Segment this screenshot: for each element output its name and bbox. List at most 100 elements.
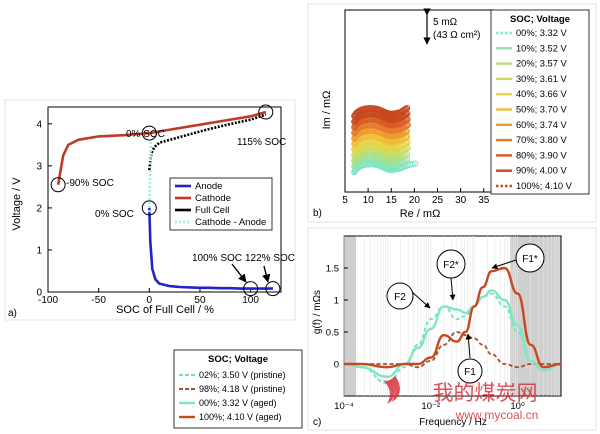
callout-f1-label: F1 [464,367,476,378]
marker-circle-0soc-top [141,125,157,141]
panel-b-ticks: 5 10 15 20 25 30 35 [342,188,490,206]
panel-c: 0 0.5 1 1.5 10⁻⁴ 10⁻² 10⁰ g(f) / mΩs Frequency… [307,227,597,431]
legend-label-cathode-anode: Cathode - Anode [195,217,266,228]
series-02-pristine [343,292,562,385]
annotation-122soc: 122% SOC [245,253,295,264]
panel-a-axes [47,106,282,293]
legend-label-anode: Anode [195,181,222,192]
callout-f1star-circle [515,243,545,273]
x-tick-label: 10⁻⁴ [334,401,354,412]
spectrum-soc-100 [351,104,411,120]
scale-bar-sublabel: (43 Ω cm²) [433,30,480,41]
watermark-text: 我的煤炭网 [433,382,538,405]
panel-b-legend-title: SOC; Voltage [510,14,570,25]
panel-a-ylabel: Voltage / V [11,177,23,231]
legend-label-02-pristine: 02%; 3.50 V (pristine) [199,370,286,380]
panel-b-label: b) [313,208,322,219]
annotation-m90soc: -90% SOC [66,178,114,189]
y-tick-label: 0 [36,288,42,299]
panel-a-xlabel: SOC of Full Cell / % [116,304,214,316]
x-tick-label: 0 [147,295,153,306]
legend-label: 20%; 3.57 V [516,59,567,69]
callout-f2-circle [386,282,414,310]
panel-c-legend: SOC; Voltage 02%; 3.50 V (pristine) 98%;… [173,349,303,429]
marker-circle-0soc-bottom [141,200,157,216]
series-cathode-anode [148,140,153,213]
x-tick-label: 10 [363,195,375,206]
panel-c-xlabel: Frequency / Hz [419,417,487,428]
legend-label-98-pristine: 98%; 4.18 V (pristine) [199,384,286,394]
legend-label: 30%; 3.61 V [516,74,567,84]
marker-circle-122soc [265,281,281,297]
legend-label: 100%; 4.10 V [516,181,573,191]
x-tick-label: 5 [342,195,348,206]
y-tick-label: 1 [36,245,42,256]
x-tick-label: 10⁰ [510,401,525,412]
x-tick-label: -50 [91,295,106,306]
legend-label: 10%; 3.52 V [516,43,567,53]
callout-f1star-label: F1* [522,254,538,265]
callout-f1-circle [457,358,483,384]
watermark: 我的煤炭网 www.mycoal.cn [383,376,538,422]
legend-label-cathode: Cathode [195,193,231,204]
panel-c-legend-box [173,349,303,429]
panel-c-legend-title: SOC; Voltage [208,354,268,365]
grey-band-low [344,236,356,396]
panel-a-label: a) [8,308,17,319]
legend-label: 60%; 3.74 V [516,120,567,130]
legend-label: 90%; 4.00 V [516,166,567,176]
panel-b-legend-items: 00%; 3.32 V 10%; 3.52 V 20%; 3.57 V 30%; 3.… [496,28,573,191]
x-tick-label: -100 [38,295,58,306]
callout-f2-arrow [411,291,431,309]
callout-f2-label: F2 [394,292,406,303]
data-point [411,160,419,167]
flame-logo-icon [383,376,400,404]
y-tick-label: 1 [334,296,339,307]
panel-b-xlabel: Re / mΩ [400,208,441,220]
series-anode [148,207,273,290]
legend-label-00-aged: 00%; 3.32 V (aged) [199,398,277,408]
panel-b-legend: SOC; Voltage 00%; 3.32 V 10%; 3.52 V 20%; … [490,9,590,195]
y-tick-label: 0 [334,360,339,371]
annotation-0soc-bottom: 0% SOC [95,209,134,220]
series-cathode [56,110,267,186]
panel-b-spectra [351,104,419,176]
legend-label: 80%; 3.90 V [516,150,567,160]
y-tick-label: 0.5 [326,328,339,339]
series-full-cell [148,113,267,171]
panel-c-ticks: 0 0.5 1 1.5 10⁻⁴ 10⁻² 10⁰ [326,264,525,413]
legend-label-100-aged: 100%; 4.10 V (aged) [199,412,282,422]
series-00-aged [343,289,562,379]
x-tick-label: 15 [386,195,398,206]
legend-label: 00%; 3.32 V [516,28,567,38]
panel-b-legend-box [490,9,590,195]
panel-a: -100 -50 0 50 100 0 1 2 3 4 Voltage / V SOC of Fu… [4,99,296,321]
panel-b-ylabel: Im / mΩ [321,91,333,130]
x-tick-label: 10⁻² [421,401,440,412]
x-tick-label: 25 [432,195,444,206]
watermark-url: www.mycoal.cn [455,408,539,422]
legend-label: 40%; 3.66 V [516,89,567,99]
x-tick-label: 50 [194,295,206,306]
callout-f1star-arrow [491,259,517,270]
marker-circle-m90soc [50,177,66,193]
legend-label-full-cell: Full Cell [195,205,229,216]
panel-a-legend: Anode Cathode Full Cell Cathode - Anode [169,177,273,231]
annotation-115soc: 115% SOC [237,137,286,148]
panel-a-curves [56,110,273,290]
callout-f1-arrow [465,333,472,359]
panel-a-ticks: -100 -50 0 50 100 0 1 2 3 4 [36,119,259,306]
data-point [409,160,416,168]
panel-c-label: c) [313,417,321,428]
legend-label: 50%; 3.70 V [516,105,567,115]
y-tick-label: 3 [36,161,42,172]
arrow-100soc [231,263,247,283]
y-tick-label: 2 [36,203,42,214]
x-tick-label: 20 [409,195,421,206]
arrow-122soc [262,265,271,283]
series-100-aged [344,266,562,369]
marker-circle-115soc [258,104,274,120]
callout-f2star-arrow [449,277,456,301]
legend-label: 70%; 3.80 V [516,135,567,145]
